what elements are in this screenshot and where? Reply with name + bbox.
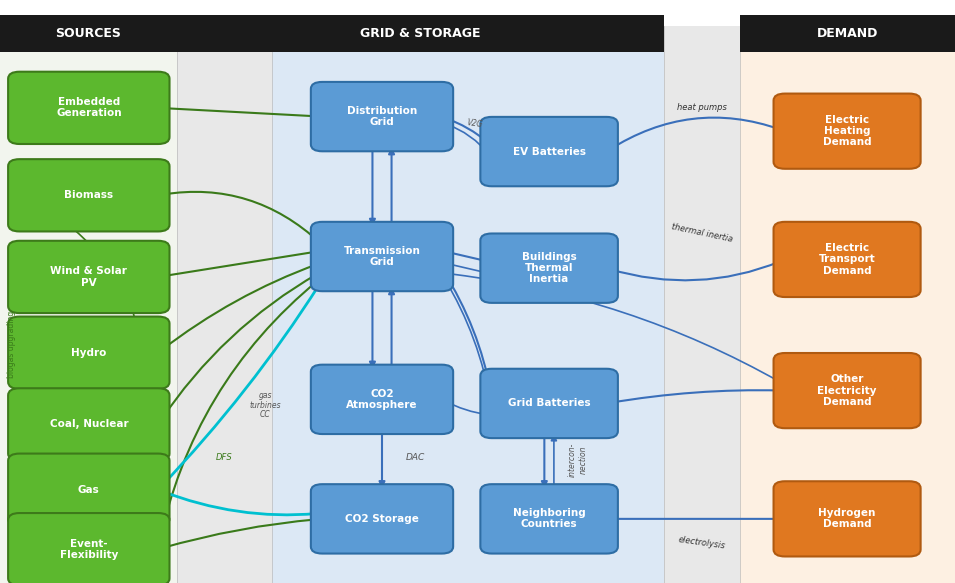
Text: Gas: Gas: [78, 484, 99, 495]
Text: Electric
Heating
Demand: Electric Heating Demand: [823, 115, 871, 147]
FancyBboxPatch shape: [311, 82, 454, 152]
Text: biogas upgrading: biogas upgrading: [7, 310, 16, 378]
Text: CO2 Storage: CO2 Storage: [345, 514, 419, 524]
FancyBboxPatch shape: [774, 222, 921, 297]
Text: Electric
Transport
Demand: Electric Transport Demand: [818, 243, 876, 276]
Text: EV Batteries: EV Batteries: [513, 146, 585, 157]
FancyBboxPatch shape: [311, 222, 454, 291]
Bar: [177, 26, 272, 583]
FancyBboxPatch shape: [9, 72, 170, 144]
FancyBboxPatch shape: [9, 159, 170, 231]
Text: GRID & STORAGE: GRID & STORAGE: [360, 27, 480, 40]
Text: Other
Electricity
Demand: Other Electricity Demand: [817, 374, 877, 407]
Text: DAC: DAC: [406, 453, 425, 462]
FancyBboxPatch shape: [9, 388, 170, 461]
FancyBboxPatch shape: [774, 353, 921, 428]
Text: Event-
Flexibility: Event- Flexibility: [59, 539, 118, 560]
Text: CO2
Atmosphere: CO2 Atmosphere: [347, 389, 417, 410]
Text: DEMAND: DEMAND: [817, 27, 879, 40]
Bar: [272, 26, 664, 583]
FancyBboxPatch shape: [311, 365, 454, 434]
Text: SOURCES: SOURCES: [55, 27, 121, 40]
Text: Wind & Solar
PV: Wind & Solar PV: [51, 266, 127, 287]
FancyBboxPatch shape: [480, 233, 618, 303]
Text: Transmission
Grid: Transmission Grid: [344, 246, 420, 267]
Text: Buildings
Thermal
Inertia: Buildings Thermal Inertia: [521, 252, 577, 285]
FancyBboxPatch shape: [9, 241, 170, 313]
Text: thermal inertia: thermal inertia: [670, 222, 733, 244]
FancyBboxPatch shape: [480, 484, 618, 554]
FancyBboxPatch shape: [774, 93, 921, 169]
FancyBboxPatch shape: [9, 513, 170, 583]
Text: Neighboring
Countries: Neighboring Countries: [513, 508, 585, 529]
FancyBboxPatch shape: [9, 454, 170, 526]
Text: gas
turbines
CC: gas turbines CC: [249, 391, 282, 419]
Bar: [740, 26, 955, 583]
Text: V2G: V2G: [466, 118, 483, 129]
FancyBboxPatch shape: [311, 484, 454, 554]
Text: Hydrogen
Demand: Hydrogen Demand: [818, 508, 876, 529]
FancyBboxPatch shape: [480, 369, 618, 438]
Text: heat pumps: heat pumps: [677, 103, 727, 113]
Text: Distribution
Grid: Distribution Grid: [347, 106, 417, 127]
FancyBboxPatch shape: [9, 317, 170, 389]
Text: Coal, Nuclear: Coal, Nuclear: [50, 419, 128, 430]
Bar: [177, 15, 664, 52]
Text: DFS: DFS: [216, 453, 233, 462]
Bar: [0, 15, 177, 52]
Text: intercon-
nection: intercon- nection: [568, 442, 587, 476]
Text: Hydro: Hydro: [71, 347, 107, 358]
Text: electrolysis: electrolysis: [678, 536, 726, 551]
FancyBboxPatch shape: [480, 117, 618, 187]
FancyBboxPatch shape: [774, 482, 921, 556]
Bar: [740, 15, 955, 52]
Text: Embedded
Generation: Embedded Generation: [56, 97, 121, 118]
Text: Biomass: Biomass: [64, 190, 114, 201]
Text: Grid Batteries: Grid Batteries: [508, 398, 590, 409]
Bar: [0, 26, 177, 583]
Bar: [664, 26, 740, 583]
